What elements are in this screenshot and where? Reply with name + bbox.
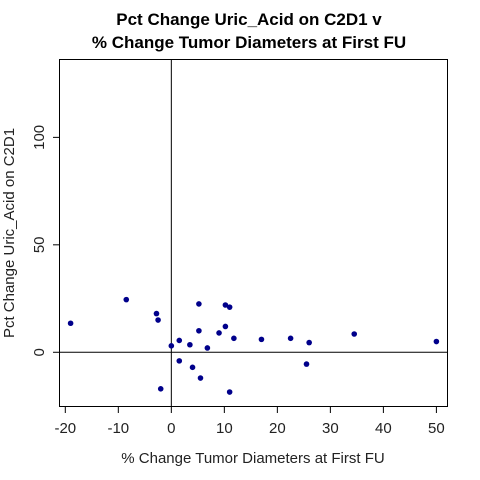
data-point — [258, 336, 265, 343]
plot-frame — [59, 59, 448, 407]
data-point — [155, 317, 161, 323]
data-point — [351, 331, 358, 337]
data-point — [222, 323, 229, 330]
data-points — [67, 296, 440, 395]
data-point — [287, 335, 294, 342]
data-point — [153, 310, 160, 317]
data-point — [189, 364, 196, 371]
x-tick-label: 20 — [269, 420, 286, 437]
chart-title-line2: % Change Tumor Diameters at First FU — [92, 33, 406, 52]
data-point — [157, 386, 164, 392]
data-point — [306, 339, 312, 346]
x-tick-label: -10 — [107, 420, 129, 437]
data-point — [187, 341, 193, 348]
x-tick-label: 50 — [428, 420, 445, 437]
data-point — [196, 301, 202, 307]
data-point — [433, 338, 440, 345]
data-point — [67, 320, 74, 327]
data-point — [226, 389, 233, 395]
data-point — [176, 358, 183, 364]
y-tick-label: 50 — [31, 236, 48, 253]
x-tick-label: 0 — [167, 420, 175, 437]
data-point — [176, 337, 183, 344]
data-point — [204, 345, 211, 351]
y-tick-label: 0 — [31, 348, 48, 356]
x-tick-label: 10 — [216, 420, 233, 437]
data-point — [226, 304, 233, 310]
data-point — [196, 327, 202, 334]
data-point — [168, 343, 175, 349]
data-point — [216, 330, 222, 336]
y-axis-label: Pct Change Uric_Acid on C2D1 — [1, 128, 18, 338]
reference-lines — [60, 60, 447, 406]
data-point — [303, 361, 310, 367]
x-axis: -20 -10 0 10 20 30 40 50 — [54, 406, 445, 437]
x-tick-label: 30 — [322, 420, 339, 437]
y-axis: 0 50 100 — [31, 125, 60, 356]
data-point — [231, 335, 237, 342]
data-point — [222, 302, 229, 308]
data-point — [123, 296, 130, 303]
data-point — [197, 375, 204, 381]
chart-title-line1: Pct Change Uric_Acid on C2D1 v — [116, 10, 382, 29]
x-tick-label: 40 — [375, 420, 392, 437]
x-axis-label: % Change Tumor Diameters at First FU — [121, 450, 384, 467]
y-tick-label: 100 — [31, 125, 48, 150]
x-tick-label: -20 — [54, 420, 76, 437]
